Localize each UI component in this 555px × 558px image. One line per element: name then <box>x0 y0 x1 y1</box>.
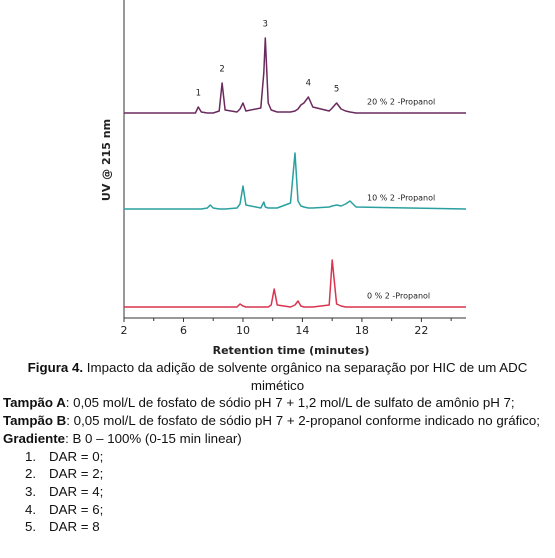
x-tick-label: 22 <box>414 324 428 337</box>
trace <box>124 37 466 114</box>
list-text: DAR = 2; <box>49 466 104 482</box>
peak-label: 5 <box>334 85 339 95</box>
note-text: : B 0 – 100% (0-15 min linear) <box>65 430 242 446</box>
x-tick-label: 14 <box>295 324 309 337</box>
list-item: 1. DAR = 0; <box>0 448 555 466</box>
note-text: : 0,05 mol/L de fosfato de sódio pH 7 + … <box>66 413 540 429</box>
list-item: 3. DAR = 4; <box>0 483 555 501</box>
peak-label: 1 <box>196 89 201 99</box>
caption-label: Figura 4. <box>27 360 84 375</box>
list-text: DAR = 6; <box>49 501 104 517</box>
trace <box>124 152 467 210</box>
document-text: Figura 4. Impacto da adição de solvente … <box>0 359 555 536</box>
caption-text: Impacto da adição de solvente orgânico n… <box>86 360 528 393</box>
note: Gradiente: B 0 – 100% (0-15 min linear) <box>0 430 555 448</box>
series-label: 10 % 2 -Propanol <box>367 194 435 203</box>
list-item: 4. DAR = 6; <box>0 501 555 519</box>
x-tick-label: 6 <box>180 324 187 337</box>
list-number: 5. <box>25 519 37 535</box>
chart: UV @ 215 nm Retention time (minutes) 2 6 1… <box>100 0 467 357</box>
x-tick-label: 18 <box>355 324 369 337</box>
list: 1. DAR = 0; 2. DAR = 2; 3. DAR = 4; 4. DAR = 6;… <box>0 448 555 537</box>
list-item: 2. DAR = 2; <box>0 465 555 483</box>
series-label: 20 % 2 -Propanol <box>367 98 435 107</box>
list-item: 5. DAR = 8 <box>0 518 555 536</box>
list-number: 4. <box>25 501 37 517</box>
list-text: DAR = 4; <box>49 483 104 499</box>
trace <box>124 259 466 308</box>
series-label: 0 % 2 -Propanol <box>367 292 430 301</box>
x-tick-label: 2 <box>121 324 128 337</box>
list-text: DAR = 8 <box>49 519 100 535</box>
note: Tampão B: 0,05 mol/L de fosfato de sódio… <box>0 412 555 430</box>
list-text: DAR = 0; <box>49 448 104 464</box>
peak-label: 3 <box>263 20 268 30</box>
peak-label: 2 <box>219 65 224 75</box>
list-number: 1. <box>25 448 37 464</box>
note: Tampão A: 0,05 mol/L de fosfato de sódio… <box>0 394 555 412</box>
note-label: Tampão B <box>3 413 67 429</box>
list-number: 3. <box>25 483 37 499</box>
note-label: Tampão A <box>3 395 66 411</box>
list-number: 2. <box>25 466 37 482</box>
note-text: : 0,05 mol/L de fosfato de sódio pH 7 + … <box>65 395 515 411</box>
x-axis-label: Retention time (minutes) <box>213 344 370 357</box>
peak-label: 4 <box>306 79 311 89</box>
x-tick-label: 10 <box>236 324 250 337</box>
y-axis-label: UV @ 215 nm <box>100 119 113 201</box>
caption: Figura 4. Impacto da adição de solvente … <box>0 359 555 394</box>
note-label: Gradiente <box>3 430 66 446</box>
